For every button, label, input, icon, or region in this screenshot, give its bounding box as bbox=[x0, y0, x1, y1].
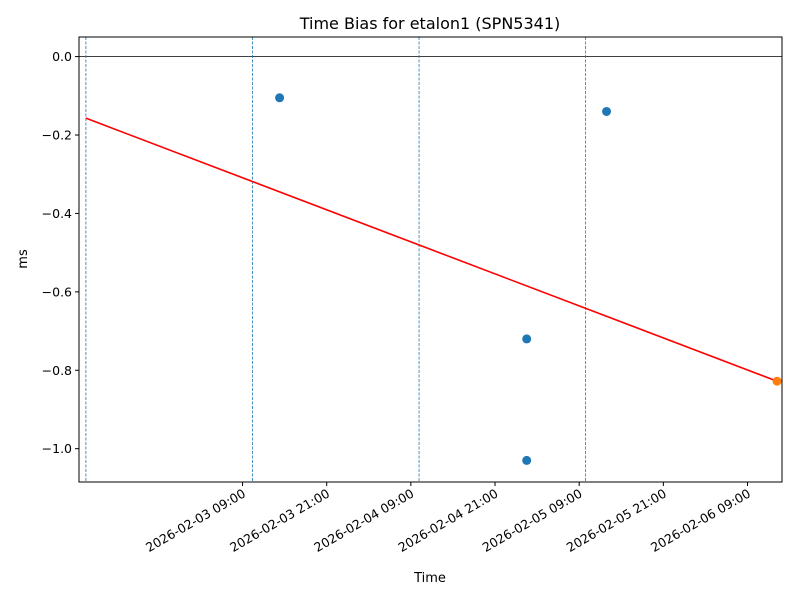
x-axis-label: Time bbox=[413, 571, 446, 586]
y-tick-label: −0.8 bbox=[42, 363, 72, 378]
data-point bbox=[522, 455, 532, 465]
y-tick-label: −0.6 bbox=[42, 284, 72, 299]
data-point bbox=[275, 93, 285, 103]
y-tick-label: 0.0 bbox=[52, 49, 72, 64]
trend-line bbox=[85, 117, 778, 382]
y-tick-label: −0.2 bbox=[42, 128, 72, 143]
data-point bbox=[602, 106, 612, 116]
data-point bbox=[522, 334, 532, 344]
chart-title: Time Bias for etalon1 (SPN5341) bbox=[299, 14, 561, 33]
data-point bbox=[772, 376, 782, 386]
axes-frame bbox=[78, 36, 783, 483]
y-tick-label: −0.4 bbox=[42, 206, 72, 221]
y-axis-label: ms bbox=[16, 249, 31, 269]
y-tick-label: −1.0 bbox=[42, 441, 72, 456]
